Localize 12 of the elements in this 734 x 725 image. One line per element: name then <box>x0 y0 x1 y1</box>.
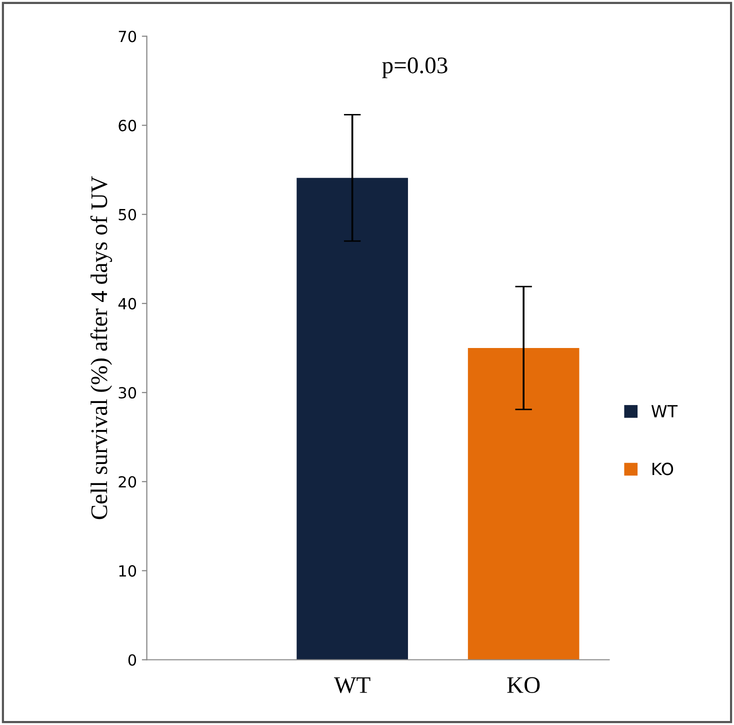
y-tick-label: 10 <box>119 565 136 577</box>
y-tick-label: 30 <box>118 387 136 399</box>
y-tick-label: 20 <box>118 476 136 488</box>
y-tick-label: 50 <box>118 208 136 220</box>
y-axis-title: Cell survival (%) after 4 days of UV <box>90 176 112 520</box>
y-tick-label: 60 <box>118 120 136 132</box>
annotation: p=0.03 <box>382 57 448 78</box>
y-tick-label: 40 <box>118 298 136 310</box>
y-tick-label: 70 <box>118 30 136 42</box>
y-tick-label: 0 <box>128 654 136 666</box>
legend-label: WT <box>651 405 678 418</box>
legend-label: KO <box>652 462 674 476</box>
